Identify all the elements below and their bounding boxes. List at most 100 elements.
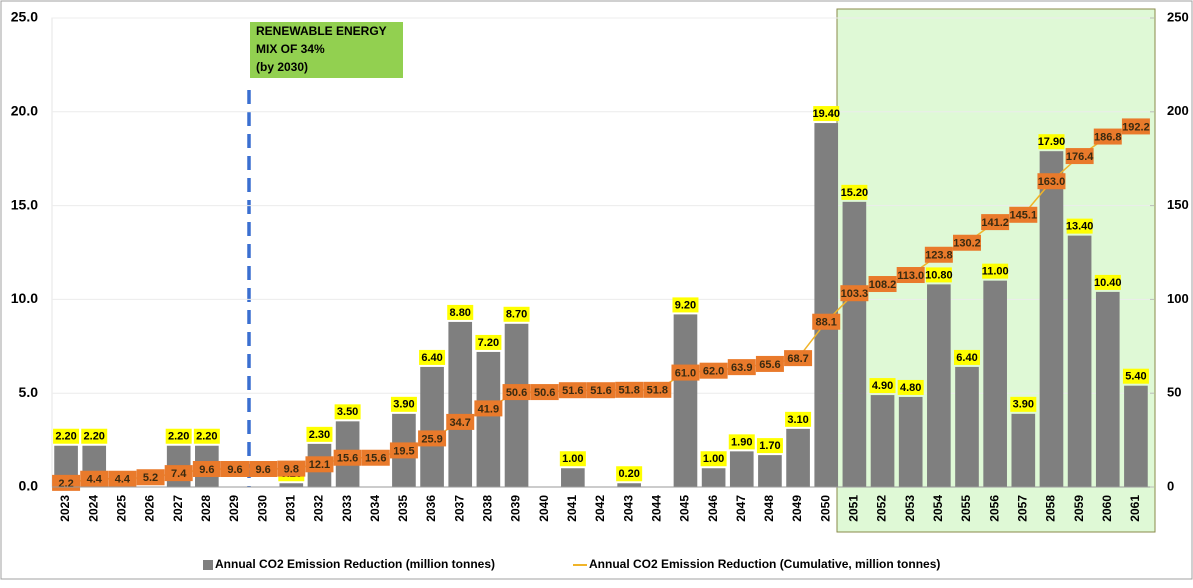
line-label-box [924,246,953,263]
x-tick-label: 2037 [452,495,466,522]
x-tick-label: 2060 [1100,495,1114,522]
bar-label: 2.20 [55,431,76,443]
legend-label: Annual CO2 Emission Reduction (Cumulativ… [589,557,940,571]
bar [898,396,923,487]
x-tick-label: 2034 [368,495,382,522]
bar-label: 2.20 [168,431,189,443]
x-tick-label: 2023 [58,495,72,522]
line-label: 5.2 [143,472,158,484]
y2-tick-label: 200 [1167,103,1189,118]
bar-label: 7.20 [478,337,499,349]
line-label-box [249,460,278,477]
bar-label: 1.90 [731,436,752,448]
annotation-box [250,22,403,78]
line-label-box [1037,173,1066,190]
bar [1095,291,1120,487]
line-label-box [418,430,447,447]
line-label-box [755,355,784,372]
line-label-box [164,465,193,482]
bar-label-box [1038,134,1065,150]
x-tick-label: 2055 [959,495,973,522]
bar-label: 3.90 [393,399,414,411]
bar-label-box [193,428,220,444]
x-tick-label: 2032 [312,495,326,522]
line-label: 2.2 [58,478,73,490]
bar-label-box [1094,274,1121,290]
x-tick-label: 2036 [424,495,438,522]
bar [1124,385,1148,487]
bar [673,314,698,487]
bar [279,483,304,487]
y-tick-label: 0.0 [19,478,39,494]
bar-label: 3.90 [1013,399,1034,411]
bar-label: 1.00 [703,453,724,465]
line-label: 68.7 [787,353,808,365]
line-label-box [361,449,390,466]
line-label: 163.0 [1038,176,1066,188]
x-tick-label: 2026 [143,495,157,522]
bar [786,428,810,487]
bar-label-box [475,334,502,350]
line-label: 51.8 [618,385,639,397]
line-label-box [1009,206,1038,223]
bar [561,468,585,487]
annotation-text: (by 2030) [256,60,308,74]
line-label-box [587,382,615,399]
bar-label-box [1010,396,1037,412]
bar-label-box [785,411,812,427]
y-tick-label: 10.0 [11,290,38,306]
x-tick-label: 2024 [86,495,100,522]
x-tick-label: 2058 [1044,495,1058,522]
bar-label-box [728,434,755,450]
bar [1067,235,1092,487]
x-tick-label: 2049 [790,495,804,522]
x-tick-label: 2057 [1015,495,1029,522]
x-tick-label: 2040 [537,495,551,522]
line-label: 88.1 [816,317,837,329]
x-tick-label: 2031 [283,495,297,522]
line-label: 4.4 [87,474,103,486]
line-label: 34.7 [450,417,471,429]
bar-label-box [53,428,80,444]
x-tick-label: 2038 [481,495,495,522]
x-tick-label: 2056 [987,495,1001,522]
x-tick-label: 2061 [1128,495,1142,522]
x-tick-label: 2028 [199,495,213,522]
y-tick-label: 25.0 [11,9,38,25]
x-tick-label: 2046 [706,495,720,522]
line-label: 9.8 [284,464,299,476]
line-label-box [530,384,559,401]
line-label: 123.8 [925,250,953,262]
line-label: 50.6 [506,387,527,399]
line-label: 50.6 [534,387,555,399]
line-label: 9.6 [199,464,214,476]
line-label: 65.6 [759,359,780,371]
bar-label: 6.40 [421,352,442,364]
line-label-box [221,460,249,477]
line-label: 130.2 [953,238,981,250]
bar-label-box [447,304,474,320]
line-label: 113.0 [897,270,924,282]
line-label: 108.2 [869,279,897,291]
line-label: 186.8 [1094,131,1122,143]
bar-label: 1.00 [562,453,583,465]
bar [476,351,501,487]
y-tick-label: 15.0 [11,196,38,212]
line-label: 4.4 [115,474,131,486]
line-label: 12.1 [309,459,330,471]
line-label-box [1121,118,1150,135]
bar [983,280,1007,487]
bar-label: 10.80 [925,269,953,281]
line-label-box [474,400,503,417]
line-label: 176.4 [1066,151,1094,163]
line-label-box [1093,128,1122,145]
bar-label: 19.40 [812,108,840,120]
line-label-box [446,413,475,430]
bar-label: 8.70 [506,309,527,321]
x-tick-label: 2025 [115,495,129,522]
bar-label-box [390,396,417,412]
bar-label-box [616,466,643,482]
bar [842,201,867,487]
bar-label-box [869,378,896,394]
